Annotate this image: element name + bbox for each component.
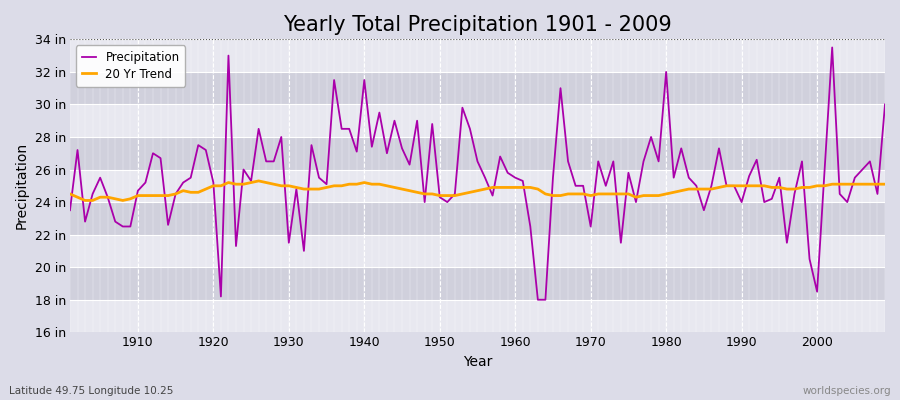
20 Yr Trend [80,198,91,203]
Title: Yearly Total Precipitation 1901 - 2009: Yearly Total Precipitation 1901 - 2009 [284,15,672,35]
Legend: Precipitation, 20 Yr Trend: Precipitation, 20 Yr Trend [76,45,185,86]
Precipitation [879,102,890,107]
Precipitation [509,175,520,180]
Precipitation [291,187,302,192]
X-axis label: Year: Year [463,355,492,369]
20 Yr Trend [132,193,143,198]
Precipitation [337,126,347,131]
Precipitation [502,170,513,175]
20 Yr Trend [253,178,264,183]
Precipitation [827,45,838,50]
Bar [70,267,885,300]
Precipitation [608,159,618,164]
20 Yr Trend [518,185,528,190]
Bar [70,170,885,202]
Bar [70,300,885,332]
Bar [70,104,885,137]
Bar [70,72,885,104]
20 Yr Trend [65,192,76,196]
Precipitation [125,224,136,229]
20 Yr Trend [879,182,890,186]
20 Yr Trend [525,185,535,190]
20 Yr Trend [616,192,626,196]
Bar [70,235,885,267]
Line: Precipitation: Precipitation [70,48,885,300]
Bar [70,137,885,170]
Bar [70,39,885,72]
20 Yr Trend [306,187,317,192]
Bar [70,202,885,235]
Precipitation [65,208,76,213]
Text: worldspecies.org: worldspecies.org [803,386,891,396]
20 Yr Trend [351,182,362,186]
Precipitation [533,297,544,302]
Line: 20 Yr Trend: 20 Yr Trend [70,181,885,200]
Text: Latitude 49.75 Longitude 10.25: Latitude 49.75 Longitude 10.25 [9,386,174,396]
Y-axis label: Precipitation: Precipitation [15,142,29,229]
